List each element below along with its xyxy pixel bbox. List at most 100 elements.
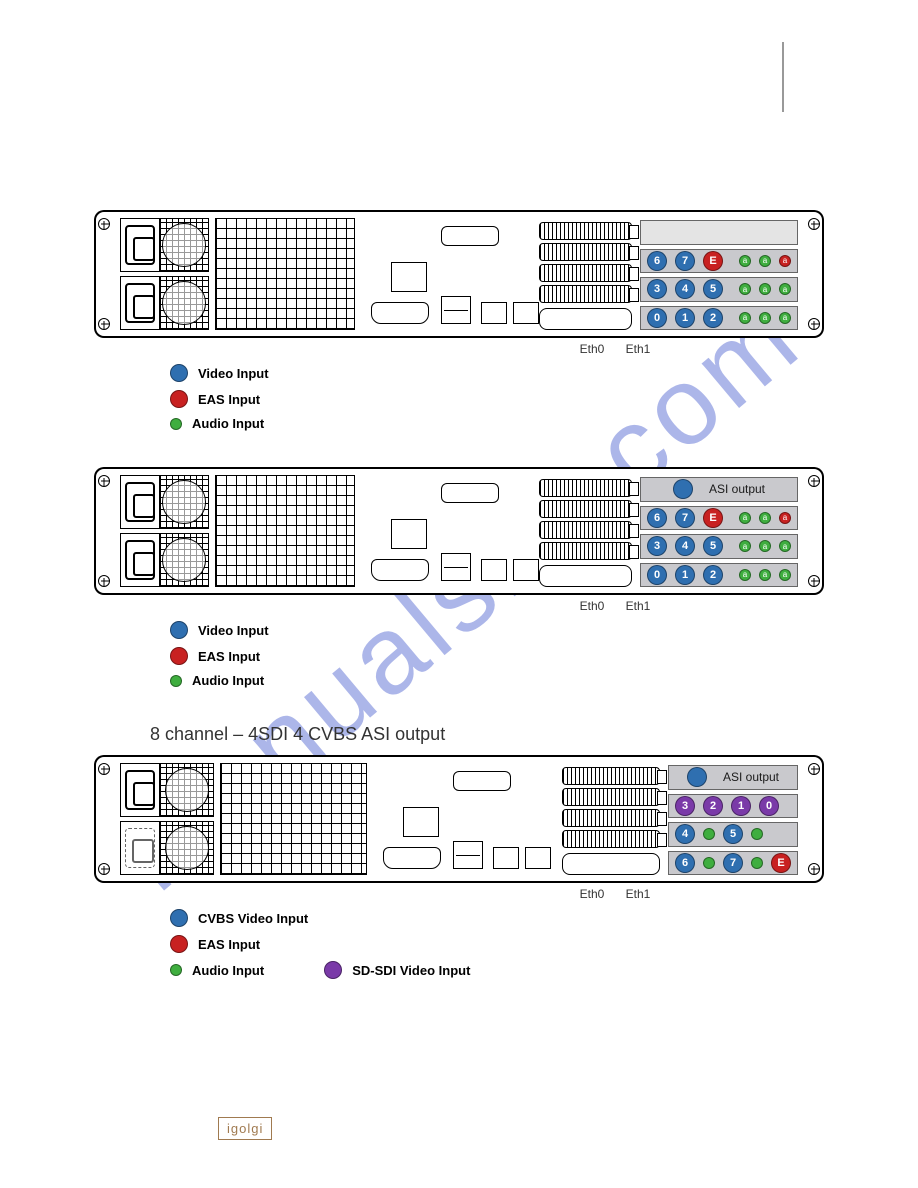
screw-icon xyxy=(808,863,820,875)
port-icon xyxy=(453,771,511,791)
port-3: 3 xyxy=(647,536,667,556)
port-6: 6 xyxy=(647,251,667,271)
pci-plate xyxy=(539,222,632,240)
port-0: 0 xyxy=(759,796,779,816)
legend-d2: Video Input EAS Input Audio Input xyxy=(170,621,918,688)
serial-port-icon xyxy=(383,847,441,869)
card-slot-2: 012 aaa xyxy=(640,306,798,331)
eth0-label: Eth0 xyxy=(580,599,605,613)
rack-ear-left xyxy=(94,755,112,883)
small-port-icon: a xyxy=(739,569,751,581)
port-4: 4 xyxy=(675,279,695,299)
legend-dot-icon xyxy=(170,909,188,927)
pci-plate xyxy=(562,830,660,848)
asi-label: ASI output xyxy=(709,482,765,496)
small-port-icon: a xyxy=(779,283,791,295)
psu-bottom xyxy=(120,533,209,587)
pci-plate xyxy=(562,767,660,785)
small-port-icon: a xyxy=(759,569,771,581)
legend-row: Video Input xyxy=(170,364,918,382)
psu-bottom xyxy=(120,821,214,875)
psu-top xyxy=(120,475,209,529)
small-port-icon: a xyxy=(759,283,771,295)
small-port-icon: a xyxy=(739,283,751,295)
power-inlet-icon xyxy=(125,828,155,868)
footer-logo: igolgi xyxy=(218,1117,272,1140)
chassis-d1: 67E aaa 345 aaa 012 aaa xyxy=(94,210,824,338)
usb-ports-icon xyxy=(441,553,471,581)
screw-icon xyxy=(98,863,110,875)
port-E: E xyxy=(703,508,723,528)
power-inlet-icon xyxy=(125,540,155,580)
legend-dot-icon xyxy=(170,675,182,687)
screw-icon xyxy=(808,475,820,487)
rack-ear-right xyxy=(806,467,824,595)
rack-ear-right xyxy=(806,755,824,883)
small-port-icon: a xyxy=(739,312,751,324)
fan-icon xyxy=(159,534,208,586)
pci-slots xyxy=(539,218,632,330)
vent-grid xyxy=(215,475,354,587)
expansion-cards: 67E aaa 345 aaa 012 aaa xyxy=(640,218,798,330)
audio-port-icon xyxy=(751,828,763,840)
port-2: 2 xyxy=(703,308,723,328)
pci-plate xyxy=(539,542,632,560)
card-slot-1: 345 aaa xyxy=(640,277,798,302)
port-0: 0 xyxy=(647,308,667,328)
vga-port-icon xyxy=(562,853,660,875)
eth0-port-icon xyxy=(493,847,519,869)
card-slot-2: 012 aaa xyxy=(640,563,798,588)
diagram-section-d3: 8 channel – 4SDI 4 CVBS ASI output xyxy=(0,724,918,979)
asi-label: ASI output xyxy=(723,770,779,784)
io-panel xyxy=(373,763,562,875)
legend-row: EAS Input xyxy=(170,647,918,665)
small-port-icon: a xyxy=(779,540,791,552)
port-E: E xyxy=(703,251,723,271)
legend-label: CVBS Video Input xyxy=(198,911,308,926)
pci-plate xyxy=(562,788,660,806)
psu-top xyxy=(120,218,209,272)
usb-ports-icon xyxy=(441,296,471,324)
small-port-icon: a xyxy=(739,255,751,267)
eth-labels: Eth0 Eth1 xyxy=(0,599,918,613)
port-5: 5 xyxy=(723,824,743,844)
card-slot-2: 67E xyxy=(668,851,798,876)
pci-plate xyxy=(539,500,632,518)
small-port-icon: a xyxy=(739,540,751,552)
screw-icon xyxy=(98,575,110,587)
fan-icon xyxy=(159,476,208,528)
page-content: 67E aaa 345 aaa 012 aaa Eth0 Eth1 Video … xyxy=(0,0,918,1188)
screw-icon xyxy=(808,218,820,230)
power-inlet-icon xyxy=(125,770,155,810)
legend-row: Video Input xyxy=(170,621,918,639)
psu-top xyxy=(120,763,214,817)
legend-dot-icon xyxy=(170,364,188,382)
asi-port-icon xyxy=(687,767,707,787)
legend-d1: Video Input EAS Input Audio Input xyxy=(170,364,918,431)
vga-port-icon xyxy=(539,565,632,587)
legend-label: Video Input xyxy=(198,366,269,381)
blank-slot xyxy=(640,220,798,245)
vga-port-icon xyxy=(539,308,632,330)
port-5: 5 xyxy=(703,536,723,556)
small-port-icon: a xyxy=(779,569,791,581)
eth1-label: Eth1 xyxy=(626,599,651,613)
eth0-label: Eth0 xyxy=(580,887,605,901)
fan-icon xyxy=(159,277,208,329)
screw-icon xyxy=(98,475,110,487)
port-0: 0 xyxy=(647,565,667,585)
audio-port-icon xyxy=(751,857,763,869)
expansion-cards: ASI output 67E aaa 345 aaa 012 aaa xyxy=(640,475,798,587)
port-7: 7 xyxy=(675,251,695,271)
fan-icon xyxy=(159,764,213,816)
port-4: 4 xyxy=(675,824,695,844)
legend-row: Audio Input xyxy=(170,673,918,688)
eth1-port-icon xyxy=(525,847,551,869)
legend-row: Audio Input xyxy=(170,416,918,431)
pci-plate xyxy=(539,521,632,539)
legend-d3: CVBS Video Input EAS Input Audio Input S… xyxy=(170,909,918,979)
small-port-icon: a xyxy=(779,512,791,524)
psu-bottom xyxy=(120,276,209,330)
port-7: 7 xyxy=(675,508,695,528)
pci-plate xyxy=(539,264,632,282)
